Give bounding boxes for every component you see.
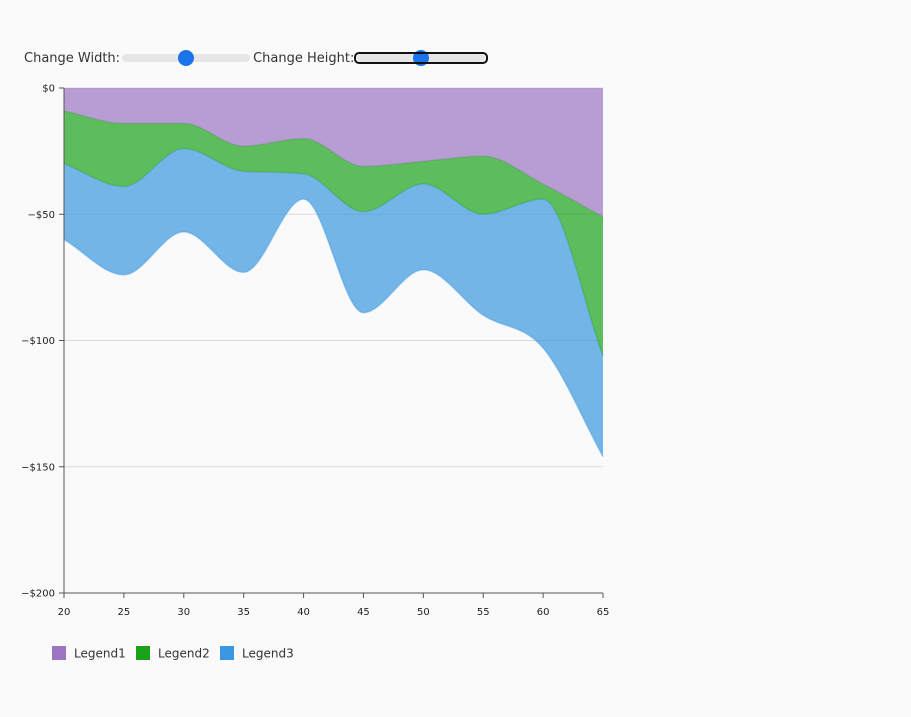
legend-label-legend2: Legend2: [158, 647, 210, 661]
area-legend3: [64, 148, 603, 457]
x-tick-label-0: 20: [58, 607, 71, 618]
legend-label-legend1: Legend1: [74, 647, 126, 661]
y-tick-label-1: −$50: [28, 210, 55, 221]
legend-swatch-legend3: [220, 646, 234, 660]
y-tick-label-4: −$200: [21, 589, 55, 600]
legend-swatch-legend1: [52, 646, 66, 660]
area-edge-legend3: [63, 198, 604, 458]
change-height-label: Change Height:: [253, 50, 355, 66]
height-slider-wrap: [354, 52, 489, 64]
width-slider-wrap: [122, 54, 251, 62]
x-tick-label-2: 30: [177, 607, 190, 618]
height-slider[interactable]: [357, 54, 486, 62]
y-tick-label-3: −$150: [21, 462, 55, 473]
x-tick-label-5: 45: [357, 607, 370, 618]
legend-swatch-legend2: [136, 646, 150, 660]
area-legend2: [64, 110, 603, 356]
x-tick-label-6: 50: [417, 607, 430, 618]
x-tick-label-4: 40: [297, 607, 310, 618]
x-tick-label-8: 60: [537, 607, 550, 618]
y-tick-label-2: −$100: [21, 336, 55, 347]
y-tick-label-0: $0: [42, 84, 55, 95]
width-slider[interactable]: [122, 54, 251, 62]
size-controls: Change Width: Change Height:: [24, 48, 489, 68]
x-tick-label-3: 35: [237, 607, 250, 618]
x-tick-label-9: 65: [597, 607, 610, 618]
change-width-label: Change Width:: [24, 50, 121, 66]
x-tick-label-7: 55: [477, 607, 490, 618]
x-tick-label-1: 25: [118, 607, 131, 618]
legend-label-legend3: Legend3: [242, 647, 294, 661]
